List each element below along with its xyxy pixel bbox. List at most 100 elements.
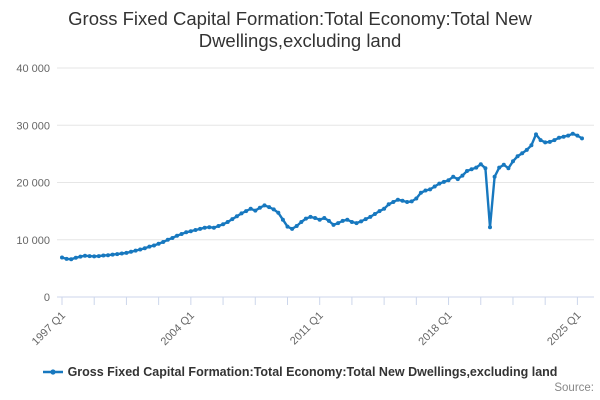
data-point-marker: [400, 198, 405, 203]
data-point-marker: [170, 236, 175, 240]
data-point-marker: [73, 255, 78, 260]
data-point-marker: [534, 132, 538, 137]
data-point-marker: [331, 222, 336, 227]
data-point-marker: [64, 256, 69, 261]
data-point-marker: [345, 217, 350, 222]
legend[interactable]: Gross Fixed Capital Formation:Total Econ…: [0, 363, 600, 381]
data-point-marker: [253, 208, 258, 213]
y-axis-tick-label: 0: [44, 292, 50, 304]
data-point-marker: [538, 138, 543, 143]
data-point-marker: [69, 257, 74, 262]
data-point-marker: [152, 243, 156, 248]
data-point-marker: [501, 162, 506, 167]
data-point-marker: [488, 225, 492, 230]
data-point-marker: [161, 240, 166, 244]
data-point-marker: [557, 135, 561, 140]
x-axis-tick-label: 2018 Q1: [416, 310, 454, 348]
data-point-marker: [418, 190, 423, 195]
legend-line-marker-icon: [42, 367, 63, 377]
data-point-marker: [87, 254, 92, 259]
data-point-marker: [506, 166, 511, 171]
data-point-marker: [207, 225, 212, 230]
data-point-marker: [349, 220, 354, 224]
data-point-marker: [290, 226, 295, 231]
data-point-marker: [561, 134, 566, 139]
data-point-marker: [492, 174, 497, 179]
legend-series-label: Gross Fixed Capital Formation:Total Econ…: [67, 365, 558, 379]
data-point-marker: [441, 179, 446, 184]
y-axis-tick-label: 40 000: [16, 63, 50, 75]
data-point-marker: [129, 249, 133, 254]
data-point-marker: [175, 233, 179, 238]
chart-title: Gross Fixed Capital Formation:Total Econ…: [0, 8, 600, 52]
data-point-marker: [372, 212, 377, 216]
data-point-marker: [198, 226, 203, 231]
y-axis-tick-label: 20 000: [16, 178, 50, 190]
data-point-marker: [234, 214, 239, 219]
data-point-marker: [221, 222, 226, 227]
data-point-marker: [437, 181, 442, 186]
data-point-marker: [271, 207, 276, 212]
data-point-marker: [529, 143, 534, 148]
data-point-marker: [483, 166, 488, 171]
data-point-marker: [469, 167, 474, 172]
data-point-marker: [524, 147, 529, 152]
data-point-marker: [308, 214, 313, 219]
data-point-marker: [294, 224, 299, 228]
data-point-marker: [336, 221, 341, 226]
data-point-marker: [391, 200, 396, 204]
y-axis-tick-label: 10 000: [16, 235, 50, 247]
chart-title-line2: Dwellings,excluding land: [198, 30, 402, 51]
data-point-marker: [138, 247, 143, 252]
x-axis-tick-label: 1997 Q1: [30, 310, 68, 348]
data-point-marker: [110, 252, 115, 257]
data-point-marker: [340, 218, 345, 223]
data-point-marker: [60, 255, 64, 260]
data-point-marker: [179, 232, 184, 236]
data-point-marker: [119, 251, 124, 256]
data-point-marker: [515, 154, 520, 159]
x-axis-tick-label: 2004 Q1: [159, 310, 197, 348]
data-point-marker: [101, 253, 106, 258]
data-point-marker: [354, 221, 359, 226]
data-point-marker: [211, 225, 216, 230]
data-point-marker: [285, 224, 290, 229]
x-axis-tick-label: 2025 Q1: [545, 310, 583, 348]
data-point-marker: [147, 244, 152, 249]
data-point-marker: [428, 187, 433, 192]
data-point-marker: [451, 174, 456, 179]
data-point-marker: [267, 205, 272, 210]
data-point-marker: [377, 209, 382, 214]
data-point-marker: [239, 211, 244, 216]
data-point-marker: [566, 133, 571, 138]
data-point-marker: [326, 218, 331, 223]
source-credit: Source:: [554, 382, 594, 394]
x-axis-tick-label: 2011 Q1: [288, 310, 326, 348]
data-point-marker: [133, 248, 138, 253]
data-point-marker: [511, 159, 515, 164]
data-point-marker: [575, 133, 580, 138]
data-point-marker: [520, 151, 525, 156]
data-point-marker: [363, 217, 368, 222]
data-point-marker: [303, 216, 308, 221]
data-point-marker: [276, 210, 281, 215]
data-point-marker: [225, 220, 230, 224]
data-point-marker: [216, 224, 221, 228]
data-point-marker: [322, 216, 327, 220]
data-point-marker: [188, 229, 193, 234]
data-point-marker: [405, 200, 410, 204]
data-point-marker: [446, 178, 451, 183]
data-point-marker: [478, 162, 483, 167]
chart-title-line1: Gross Fixed Capital Formation:Total Econ…: [68, 8, 532, 29]
data-point-marker: [465, 169, 469, 173]
data-point-marker: [193, 228, 198, 232]
data-point-marker: [460, 173, 465, 178]
data-point-marker: [244, 209, 249, 214]
data-point-marker: [359, 219, 364, 224]
data-point-marker: [368, 214, 373, 219]
data-point-marker: [156, 241, 161, 246]
data-point-marker: [570, 131, 575, 136]
data-point-marker: [395, 197, 400, 202]
y-axis-tick-label: 30 000: [16, 120, 50, 132]
